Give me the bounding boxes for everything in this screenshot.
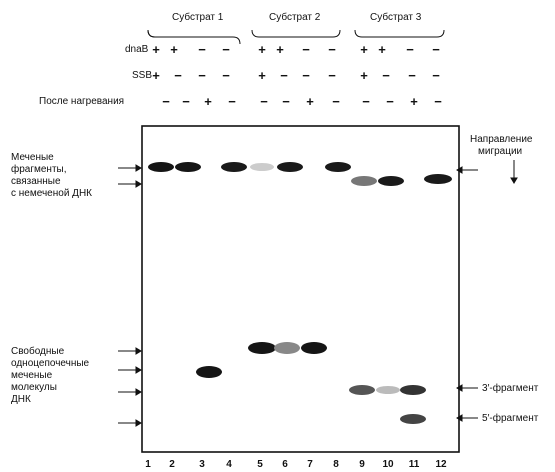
label-5prime-fragment: 5′-фрагмент [482,413,539,424]
sign-heat-11: + [410,94,418,109]
sign-ssb-5: + [258,68,266,83]
lane-number-1: 1 [145,459,151,470]
sign-ssb-10: − [382,68,390,83]
label-3prime-fragment: 3′-фрагмент [482,383,539,394]
label-free-line-4: молекулы [11,382,57,393]
sign-dnab-1: + [152,42,160,57]
sign-heat-4: − [228,94,236,109]
substrate-2-title: Субстрат 2 [269,12,321,23]
sign-dnab-2: + [170,42,178,57]
sign-dnab-10: + [378,42,386,57]
band-lane-5-bound-faint [250,163,274,171]
gel-bands [148,162,452,424]
label-bound-line-2: фрагменты, [11,164,67,175]
sign-ssb-12: − [432,68,440,83]
band-lane-5-free [248,342,276,354]
label-bound-line-1: Меченые [11,152,54,163]
band-lane-3-free [196,366,222,378]
band-lane-10-bound [378,176,404,186]
band-lane-4-bound [221,162,247,172]
left-arrows [118,164,142,427]
lane-number-8: 8 [333,459,339,470]
substrate-1-title: Субстрат 1 [172,12,224,23]
band-lane-10-3prime [376,386,400,394]
label-migration-line-1: Направление [470,134,533,145]
right-arrows [456,160,518,422]
sign-ssb-9: + [360,68,368,83]
sign-heat-3: + [204,94,212,109]
band-lane-6-free [274,342,300,354]
bracket-substrate-3 [354,29,445,38]
sign-dnab-6: + [276,42,284,57]
label-bound-line-4: с немеченой ДНК [11,188,93,199]
sign-heat-9: − [362,94,370,109]
band-lane-9-3prime [349,385,375,395]
sign-ssb-2: − [174,68,182,83]
band-lane-7-free [301,342,327,354]
sign-ssb-1: + [152,68,160,83]
sign-ssb-4: − [222,68,230,83]
sign-dnab-4: − [222,42,230,57]
band-lane-11-3prime [400,385,426,395]
sign-heat-10: − [386,94,394,109]
label-migration-line-2: миграции [478,146,523,157]
band-lane-1-bound [148,162,174,172]
sign-ssb-3: − [198,68,206,83]
band-lane-12-bound [424,174,452,184]
sign-dnab-7: − [302,42,310,57]
row-label-ssb: SSB [132,70,153,81]
sign-ssb-6: − [280,68,288,83]
band-lane-2-bound [175,162,201,172]
lane-number-3: 3 [199,459,205,470]
row-label-dnab: dnaB [125,44,149,55]
band-lane-8-bound [325,162,351,172]
lane-number-6: 6 [282,459,288,470]
sign-heat-12: − [434,94,442,109]
gel-frame [141,125,460,453]
sign-ssb-7: − [302,68,310,83]
lane-number-11: 11 [408,459,420,470]
label-free-line-5: ДНК [11,394,31,405]
sign-heat-7: + [306,94,314,109]
bracket-substrate-2 [251,29,341,38]
lane-number-9: 9 [359,459,365,470]
sign-heat-2: − [182,94,190,109]
label-free-line-2: одноцепочечные [11,358,90,369]
label-free-line-3: меченые [11,370,53,381]
substrate-3-title: Субстрат 3 [370,12,422,23]
label-bound-line-3: связанные [11,176,61,187]
sign-heat-6: − [282,94,290,109]
sign-dnab-11: − [406,42,414,57]
lane-number-2: 2 [169,459,175,470]
lane-number-5: 5 [257,459,263,470]
sign-dnab-3: − [198,42,206,57]
band-lane-9-bound [351,176,377,186]
sign-ssb-11: − [408,68,416,83]
sign-dnab-5: + [258,42,266,57]
sign-ssb-8: − [328,68,336,83]
lane-number-7: 7 [307,459,313,470]
band-lane-11-5prime [400,414,426,424]
label-free-line-1: Свободные [11,346,65,357]
sign-heat-8: − [332,94,340,109]
sign-heat-5: − [260,94,268,109]
lane-number-12: 12 [435,459,447,470]
lane-number-10: 10 [382,459,394,470]
row-label-heat: После нагревания [39,96,125,107]
sign-dnab-9: + [360,42,368,57]
lane-number-4: 4 [226,459,232,470]
sign-dnab-8: − [328,42,336,57]
band-lane-6-bound [277,162,303,172]
sign-heat-1: − [162,94,170,109]
sign-dnab-12: − [432,42,440,57]
